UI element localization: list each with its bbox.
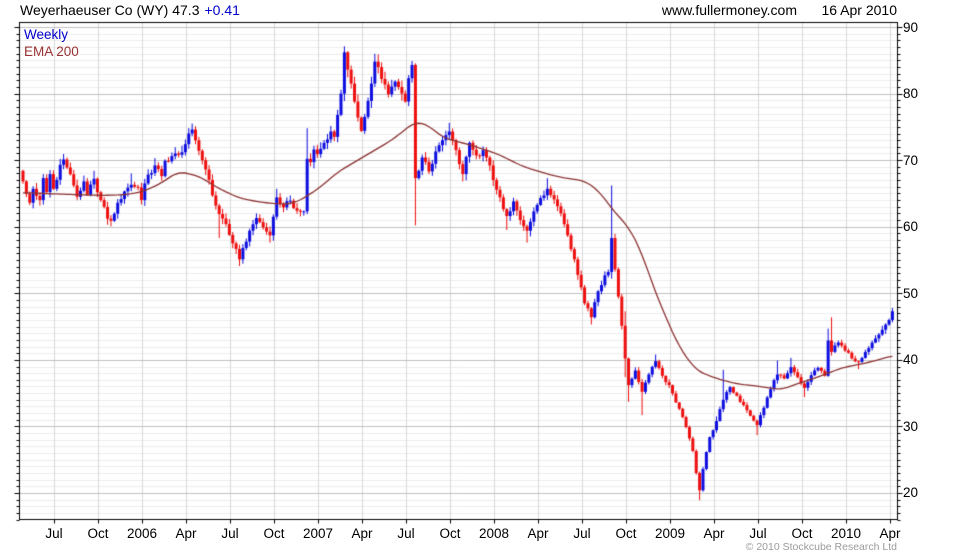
y-axis-label: 30 — [903, 418, 919, 434]
y-axis-label: 60 — [903, 219, 919, 235]
x-axis-label: Oct — [87, 526, 109, 541]
y-axis-label: 20 — [903, 485, 919, 501]
x-axis-label: 2007 — [302, 526, 334, 541]
y-axis-label: 50 — [903, 285, 919, 301]
x-axis-label: Oct — [791, 526, 813, 541]
x-axis-label: 2009 — [654, 526, 686, 541]
legend-ema: EMA 200 — [24, 44, 79, 59]
y-axis-label: 90 — [903, 19, 919, 35]
x-axis-label: Jul — [221, 526, 239, 541]
x-axis-label: 2008 — [478, 526, 510, 541]
x-axis-label: Jul — [45, 526, 63, 541]
y-axis-label: 80 — [903, 86, 919, 102]
x-axis-label: Jul — [573, 526, 591, 541]
legend-timeframe: Weekly — [24, 27, 69, 42]
x-axis-label: Oct — [263, 526, 285, 541]
x-axis-label: Jul — [397, 526, 415, 541]
copyright-text: © 2010 Stockcube Research Ltd — [745, 541, 897, 553]
x-axis-label: Jul — [749, 526, 767, 541]
x-axis-label: Oct — [615, 526, 637, 541]
x-axis-label: 2006 — [126, 526, 158, 541]
x-axis-label: Apr — [175, 526, 197, 541]
y-axis-label: 40 — [903, 352, 919, 368]
x-axis-label: Oct — [439, 526, 461, 541]
x-axis-label: Apr — [351, 526, 373, 541]
x-axis-label: 2010 — [830, 526, 862, 541]
x-axis-label: Apr — [703, 526, 725, 541]
x-axis-label: Apr — [527, 526, 549, 541]
x-axis-label: Apr — [879, 526, 901, 541]
chart-legend: Weekly EMA 200 — [24, 26, 79, 60]
y-axis-label: 70 — [903, 152, 919, 168]
